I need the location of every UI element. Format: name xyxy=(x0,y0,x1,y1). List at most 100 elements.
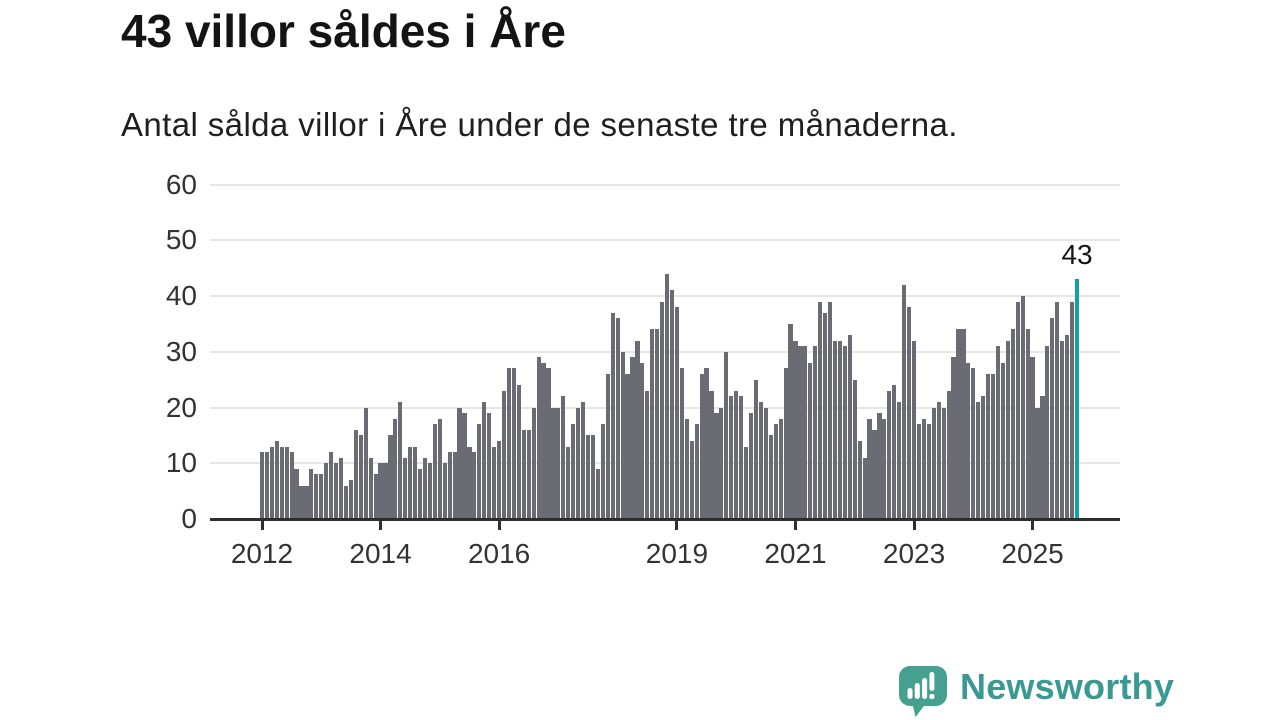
bar xyxy=(803,346,808,519)
bar xyxy=(467,446,472,519)
bar xyxy=(289,452,294,519)
newsworthy-bubble-chart-icon xyxy=(899,666,947,717)
bar xyxy=(388,435,393,519)
bar xyxy=(660,301,665,519)
bar xyxy=(497,440,502,519)
bar xyxy=(926,424,931,519)
bar xyxy=(684,418,689,519)
bar xyxy=(511,368,516,519)
bar xyxy=(976,401,981,519)
bar xyxy=(630,357,635,519)
bar xyxy=(729,396,734,519)
y-tick-label-50: 50 xyxy=(165,224,197,256)
bar xyxy=(655,329,660,519)
bar xyxy=(837,340,843,519)
bar xyxy=(610,312,615,519)
gridline-50 xyxy=(210,239,1120,242)
bar xyxy=(373,474,378,519)
bar xyxy=(521,429,526,519)
bar xyxy=(334,463,339,519)
bar xyxy=(595,468,600,519)
x-tick-2019 xyxy=(675,521,679,530)
bar xyxy=(417,468,423,519)
bar xyxy=(526,429,531,519)
bar xyxy=(664,273,670,519)
bar xyxy=(378,463,383,519)
newsworthy-wordmark: Newsworthy xyxy=(960,666,1175,707)
bar xyxy=(259,452,265,519)
bar xyxy=(1055,301,1060,519)
bar xyxy=(363,407,368,519)
bar xyxy=(847,335,852,519)
bar xyxy=(413,446,418,519)
bar xyxy=(793,340,798,519)
bar xyxy=(921,418,926,519)
x-tick-label-2023: 2023 xyxy=(882,538,946,569)
bar xyxy=(719,407,724,519)
y-tick-label-20: 20 xyxy=(165,391,197,423)
bar xyxy=(679,368,684,519)
bar xyxy=(916,424,922,519)
bar xyxy=(783,368,788,519)
x-tick-2016 xyxy=(497,521,501,530)
bar xyxy=(1070,301,1075,519)
bar xyxy=(452,452,457,519)
bar xyxy=(768,435,773,519)
bar xyxy=(941,407,946,519)
bar xyxy=(872,429,877,519)
x-tick-2021 xyxy=(793,521,797,530)
bar xyxy=(635,340,640,519)
bar xyxy=(897,401,902,519)
x-axis-line xyxy=(210,518,1120,521)
bar xyxy=(580,401,586,519)
bar xyxy=(1050,318,1055,519)
bar xyxy=(477,424,482,519)
bar xyxy=(823,312,828,519)
bar xyxy=(324,463,329,519)
bar xyxy=(907,307,912,519)
bar xyxy=(877,413,882,519)
bar xyxy=(403,457,408,519)
bar xyxy=(299,485,304,519)
bar xyxy=(832,340,838,519)
latest-value-label: 43 xyxy=(1061,239,1093,271)
bar xyxy=(778,418,783,519)
bar xyxy=(862,457,867,519)
bar xyxy=(1015,301,1020,519)
bar xyxy=(674,307,680,519)
bar xyxy=(892,385,897,519)
bar xyxy=(818,301,823,519)
bar xyxy=(368,457,373,519)
bar xyxy=(585,435,591,519)
bar xyxy=(343,485,349,519)
x-tick-label-2014: 2014 xyxy=(349,538,412,569)
bar xyxy=(813,346,818,519)
bar xyxy=(566,446,571,519)
y-tick-label-0: 0 xyxy=(181,503,197,534)
bar xyxy=(319,474,324,519)
y-tick-label-60: 60 xyxy=(165,168,197,200)
bar xyxy=(911,340,917,519)
x-tick-label-2012: 2012 xyxy=(230,538,294,569)
bar xyxy=(506,368,512,519)
bar xyxy=(867,418,872,519)
bar xyxy=(605,374,610,519)
gridline-60 xyxy=(210,183,1120,186)
bar xyxy=(995,346,1001,519)
y-tick-label-10: 10 xyxy=(165,447,197,479)
bar xyxy=(620,351,625,519)
bar xyxy=(348,479,353,519)
bar xyxy=(353,429,358,519)
bar xyxy=(689,440,694,519)
bar xyxy=(1065,335,1070,519)
bar xyxy=(1025,329,1030,519)
bar xyxy=(556,407,561,519)
bar xyxy=(808,362,813,519)
bar xyxy=(936,401,941,519)
bar xyxy=(541,362,546,519)
bar xyxy=(427,463,433,519)
x-tick-label-2025: 2025 xyxy=(1001,538,1064,569)
bar xyxy=(946,390,951,519)
bar xyxy=(645,390,650,519)
